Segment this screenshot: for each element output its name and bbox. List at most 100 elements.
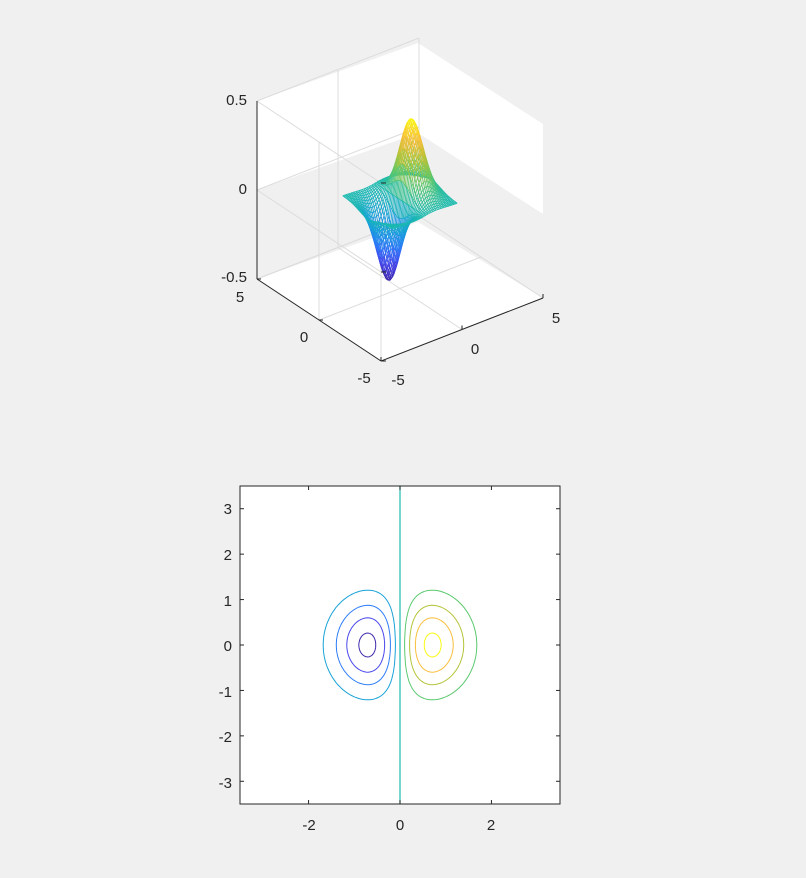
contour-line: [404, 589, 478, 701]
mesh-segment: [387, 247, 391, 253]
mesh-segment: [361, 201, 364, 204]
mesh-segment: [427, 181, 430, 187]
mesh-segment: [367, 203, 370, 208]
mesh-segment: [423, 175, 426, 182]
mesh-segment: [378, 256, 382, 264]
mesh-segment: [350, 193, 353, 196]
mesh-segment: [426, 171, 430, 178]
mesh-segment: [451, 202, 453, 204]
mesh-segment: [385, 262, 388, 269]
mesh-segment: [438, 192, 441, 196]
mesh-segment: [394, 161, 397, 172]
mesh-segment: [414, 127, 417, 134]
x-tick-label: 0: [396, 817, 404, 834]
mesh-segment: [411, 129, 414, 136]
mesh-segment: [419, 146, 423, 155]
mesh-segment: [422, 168, 425, 176]
mesh-segment: [388, 177, 392, 185]
mesh-segment: [419, 187, 422, 193]
mesh-segment: [369, 227, 373, 233]
mesh-segment: [359, 209, 362, 212]
mesh-segment: [425, 211, 428, 214]
mesh-segment: [381, 178, 384, 180]
mesh-segment: [439, 189, 442, 192]
mesh-segment: [392, 226, 395, 229]
mesh-segment: [384, 176, 387, 179]
mesh-segment: [372, 202, 375, 207]
mesh-segment: [404, 227, 407, 231]
mesh-segment: [418, 146, 421, 155]
mesh-segment: [362, 210, 366, 214]
mesh-segment: [372, 197, 375, 202]
mesh-segment: [386, 259, 390, 266]
mesh-segment: [405, 223, 408, 225]
mesh-segment: [445, 194, 448, 197]
mesh-segment: [439, 187, 442, 190]
mesh-segment: [379, 250, 383, 259]
mesh-segment: [416, 191, 419, 198]
mesh-segment: [440, 193, 443, 197]
mesh-segment: [428, 173, 431, 180]
mesh-segment: [394, 196, 397, 214]
mesh-segment: [434, 201, 437, 205]
mesh-segment: [401, 138, 404, 143]
mesh-segment: [368, 211, 371, 217]
mesh-segment: [415, 206, 419, 211]
mesh-segment: [376, 224, 380, 228]
surface-mesh: [342, 118, 458, 281]
mesh-segment: [381, 188, 385, 193]
mesh-segment: [445, 200, 448, 203]
y-tick-label: 2: [224, 547, 232, 564]
mesh-segment: [408, 163, 412, 176]
mesh-segment: [397, 240, 400, 246]
mesh-segment: [437, 200, 440, 204]
mesh-segment: [418, 191, 421, 197]
mesh-segment: [366, 214, 369, 218]
mesh-segment: [347, 194, 350, 197]
mesh-segment: [411, 125, 414, 131]
mesh-segment: [444, 205, 447, 208]
mesh-segment: [376, 209, 379, 215]
mesh-segment: [396, 245, 399, 251]
mesh-segment: [422, 189, 425, 195]
mesh-segment: [428, 177, 431, 183]
mesh-segment: [444, 196, 447, 199]
y-tick-label: 0: [224, 638, 232, 655]
mesh-segment: [385, 181, 388, 186]
mesh-segment: [440, 202, 443, 205]
mesh-segment: [447, 198, 450, 201]
mesh-segment: [406, 155, 410, 170]
mesh-segment: [411, 217, 414, 220]
surface-axes: 0.5 0 -0.5 5 0 -5 -5 0 5: [221, 37, 560, 389]
mesh-segment: [420, 216, 422, 219]
mesh-segment: [400, 235, 403, 241]
mesh-segment: [384, 190, 387, 197]
mesh-segment: [406, 172, 409, 188]
mesh-segment: [384, 264, 387, 271]
mesh-segment: [390, 271, 393, 276]
mesh-segment: [403, 228, 406, 232]
mesh-segment: [428, 171, 432, 177]
mesh-segment: [386, 202, 389, 213]
mesh-segment: [427, 166, 430, 172]
mesh-segment: [447, 204, 450, 207]
mesh-segment: [373, 206, 376, 212]
mesh-segment: [365, 193, 368, 196]
mesh-segment: [380, 192, 383, 197]
mesh-segment: [404, 126, 408, 137]
mesh-segment: [381, 229, 384, 234]
mesh-segment: [378, 179, 381, 182]
mesh-segment: [381, 257, 384, 266]
mesh-segment: [424, 181, 427, 187]
mesh-segment: [424, 158, 427, 166]
mesh-segment: [380, 210, 384, 217]
mesh-segment: [434, 187, 437, 192]
mesh-segment: [435, 184, 438, 189]
mesh-segment: [400, 201, 403, 219]
mesh-segment: [436, 193, 439, 197]
mesh-segment: [392, 231, 395, 235]
mesh-segment: [430, 205, 433, 208]
mesh-segment: [368, 211, 371, 213]
mesh-segment: [441, 190, 444, 193]
mesh-segment: [402, 148, 406, 165]
